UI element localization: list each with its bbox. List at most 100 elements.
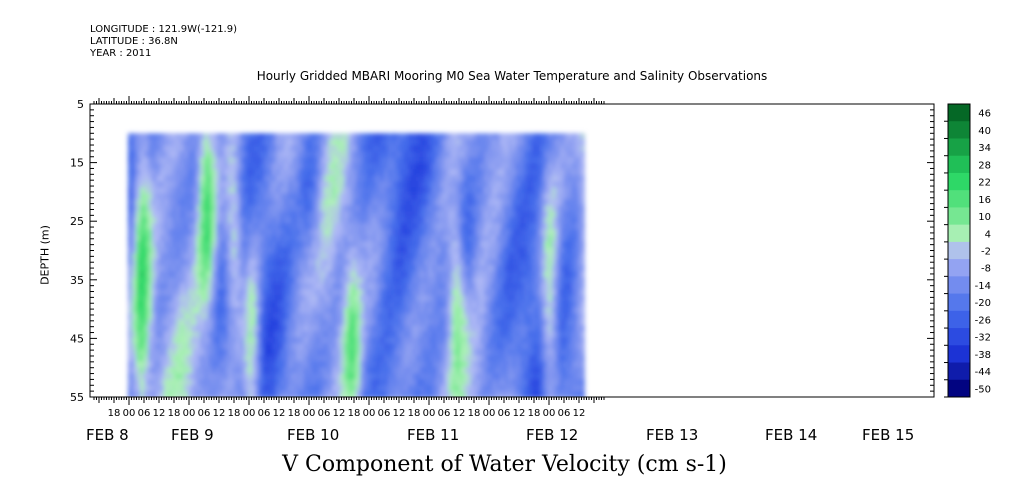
velocity-cell <box>552 343 557 351</box>
velocity-cell <box>156 355 161 363</box>
velocity-cell <box>204 199 209 207</box>
velocity-cell <box>456 295 461 303</box>
velocity-cell <box>476 289 481 297</box>
velocity-cell <box>516 163 521 171</box>
velocity-cell <box>204 157 209 165</box>
velocity-cell <box>484 295 489 303</box>
velocity-cell <box>368 247 373 255</box>
velocity-cell <box>468 223 473 231</box>
velocity-cell <box>568 157 573 165</box>
velocity-cell <box>136 187 141 195</box>
velocity-cell <box>460 253 465 261</box>
velocity-cell <box>340 343 345 351</box>
velocity-cell <box>148 391 153 397</box>
velocity-cell <box>528 325 533 333</box>
velocity-cell <box>376 241 381 249</box>
velocity-cell <box>580 169 585 177</box>
velocity-cell <box>396 145 401 153</box>
velocity-cell <box>272 319 277 327</box>
velocity-cell <box>536 325 541 333</box>
velocity-cell <box>492 139 497 147</box>
velocity-cell <box>136 175 141 183</box>
velocity-cell <box>548 235 553 243</box>
velocity-cell <box>460 187 465 195</box>
velocity-cell <box>348 133 353 141</box>
velocity-cell <box>160 139 165 147</box>
velocity-cell <box>352 307 357 315</box>
velocity-cell <box>528 307 533 315</box>
velocity-cell <box>276 313 281 321</box>
velocity-cell <box>488 223 493 231</box>
velocity-cell <box>308 223 313 231</box>
velocity-cell <box>400 349 405 357</box>
velocity-cell <box>408 145 413 153</box>
velocity-cell <box>244 343 249 351</box>
velocity-cell <box>204 331 209 339</box>
velocity-cell <box>320 151 325 159</box>
velocity-cell <box>172 391 177 397</box>
velocity-cell <box>300 289 305 297</box>
velocity-cell <box>240 391 245 397</box>
velocity-cell <box>408 301 413 309</box>
velocity-cell <box>280 145 285 153</box>
velocity-cell <box>204 259 209 267</box>
velocity-cell <box>172 175 177 183</box>
velocity-cell <box>268 229 273 237</box>
velocity-cell <box>132 139 137 147</box>
velocity-cell <box>192 187 197 195</box>
velocity-cell <box>372 259 377 267</box>
velocity-cell <box>276 277 281 285</box>
velocity-cell <box>548 307 553 315</box>
velocity-cell <box>536 313 541 321</box>
velocity-cell <box>572 241 577 249</box>
velocity-cell <box>576 187 581 195</box>
velocity-cell <box>552 145 557 153</box>
velocity-cell <box>364 229 369 237</box>
velocity-cell <box>224 259 229 267</box>
velocity-cell <box>240 307 245 315</box>
velocity-cell <box>216 229 221 237</box>
velocity-cell <box>304 301 309 309</box>
velocity-cell <box>504 169 509 177</box>
velocity-cell <box>544 145 549 153</box>
velocity-cell <box>208 253 213 261</box>
velocity-cell <box>300 385 305 393</box>
velocity-cell <box>324 181 329 189</box>
velocity-cell <box>520 169 525 177</box>
velocity-cell <box>496 175 501 183</box>
velocity-cell <box>308 337 313 345</box>
velocity-cell <box>248 265 253 273</box>
velocity-cell <box>392 223 397 231</box>
velocity-cell <box>532 391 537 397</box>
velocity-cell <box>484 217 489 225</box>
velocity-cell <box>380 379 385 387</box>
velocity-cell <box>424 391 429 397</box>
velocity-cell <box>288 271 293 279</box>
velocity-cell <box>556 343 561 351</box>
velocity-cell <box>200 157 205 165</box>
velocity-cell <box>276 289 281 297</box>
velocity-cell <box>252 271 257 279</box>
velocity-cell <box>548 253 553 261</box>
velocity-cell <box>176 313 181 321</box>
velocity-cell <box>236 133 241 141</box>
velocity-cell <box>432 187 437 195</box>
velocity-cell <box>352 181 357 189</box>
velocity-cell <box>544 217 549 225</box>
velocity-cell <box>144 265 149 273</box>
velocity-cell <box>352 277 357 285</box>
velocity-cell <box>504 247 509 255</box>
velocity-cell <box>212 211 217 219</box>
velocity-cell <box>260 199 265 207</box>
velocity-cell <box>496 277 501 285</box>
velocity-cell <box>504 139 509 147</box>
velocity-cell <box>388 331 393 339</box>
velocity-cell <box>340 355 345 363</box>
velocity-cell <box>360 391 365 397</box>
velocity-cell <box>496 379 501 387</box>
velocity-cell <box>416 157 421 165</box>
velocity-cell <box>224 337 229 345</box>
velocity-cell <box>132 187 137 195</box>
velocity-cell <box>508 169 513 177</box>
velocity-cell <box>276 283 281 291</box>
